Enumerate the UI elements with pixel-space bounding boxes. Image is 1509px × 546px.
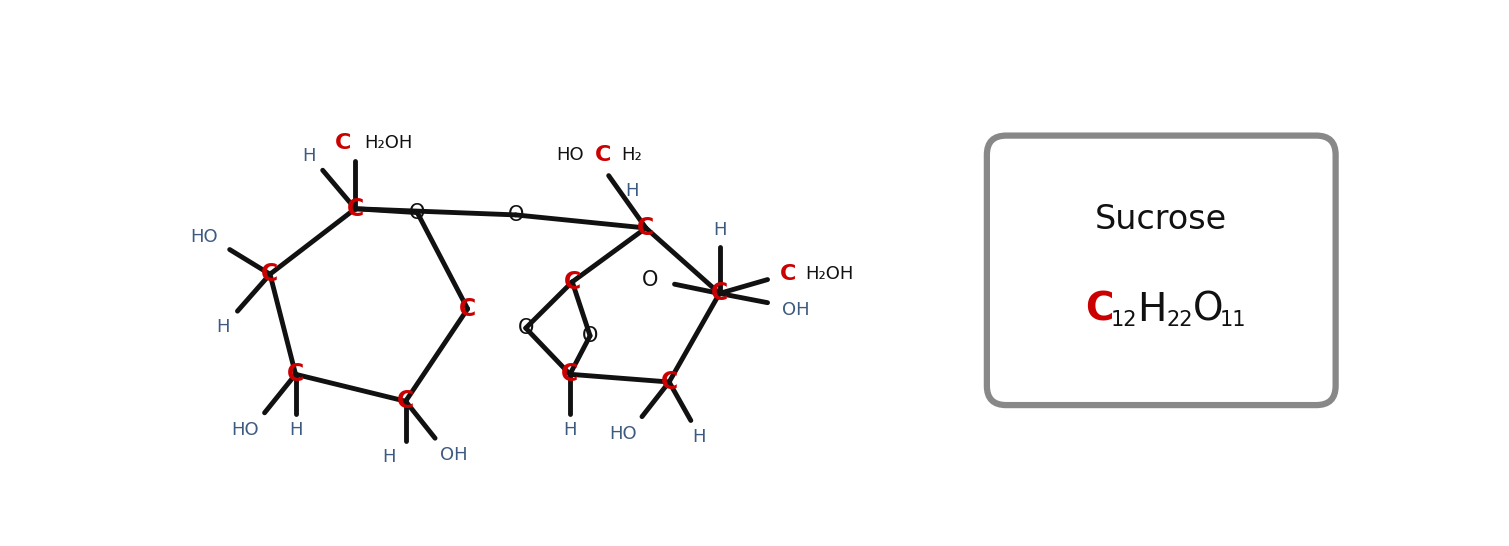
Text: O: O	[409, 203, 426, 223]
Text: C: C	[1085, 290, 1114, 329]
Text: H₂OH: H₂OH	[806, 265, 854, 283]
Text: C: C	[335, 133, 352, 153]
Text: C: C	[287, 363, 305, 386]
Text: OH: OH	[439, 446, 468, 464]
Text: H: H	[302, 147, 315, 165]
Text: HO: HO	[608, 425, 637, 443]
Text: HO: HO	[231, 421, 260, 439]
FancyBboxPatch shape	[987, 135, 1335, 405]
Text: O: O	[582, 326, 598, 346]
Text: H: H	[1138, 290, 1166, 329]
Text: 22: 22	[1166, 310, 1194, 330]
Text: C: C	[261, 262, 279, 286]
Text: H: H	[288, 421, 302, 439]
Text: O: O	[1192, 290, 1222, 329]
Text: C: C	[561, 363, 578, 386]
Text: H: H	[625, 182, 638, 200]
Text: H: H	[712, 221, 726, 239]
Text: H₂OH: H₂OH	[364, 134, 413, 152]
Text: H₂: H₂	[622, 146, 643, 164]
Text: H: H	[563, 421, 576, 439]
Text: C: C	[595, 145, 611, 165]
Text: HO: HO	[557, 146, 584, 164]
Text: OH: OH	[782, 301, 809, 319]
Text: C: C	[637, 216, 655, 240]
Text: Sucrose: Sucrose	[1096, 203, 1227, 236]
Text: C: C	[347, 197, 364, 221]
Text: C: C	[564, 270, 581, 294]
Text: C: C	[397, 389, 415, 413]
Text: H: H	[691, 429, 705, 447]
Text: 11: 11	[1219, 310, 1246, 330]
Text: O: O	[518, 318, 534, 338]
Text: O: O	[507, 205, 524, 225]
Text: 12: 12	[1111, 310, 1138, 330]
Text: H: H	[217, 318, 231, 336]
Text: H: H	[382, 448, 395, 466]
Text: C: C	[711, 281, 729, 305]
Text: C: C	[459, 297, 477, 321]
Text: HO: HO	[190, 228, 217, 246]
Text: C: C	[661, 370, 678, 394]
Text: O: O	[641, 270, 658, 289]
Text: C: C	[780, 264, 795, 284]
